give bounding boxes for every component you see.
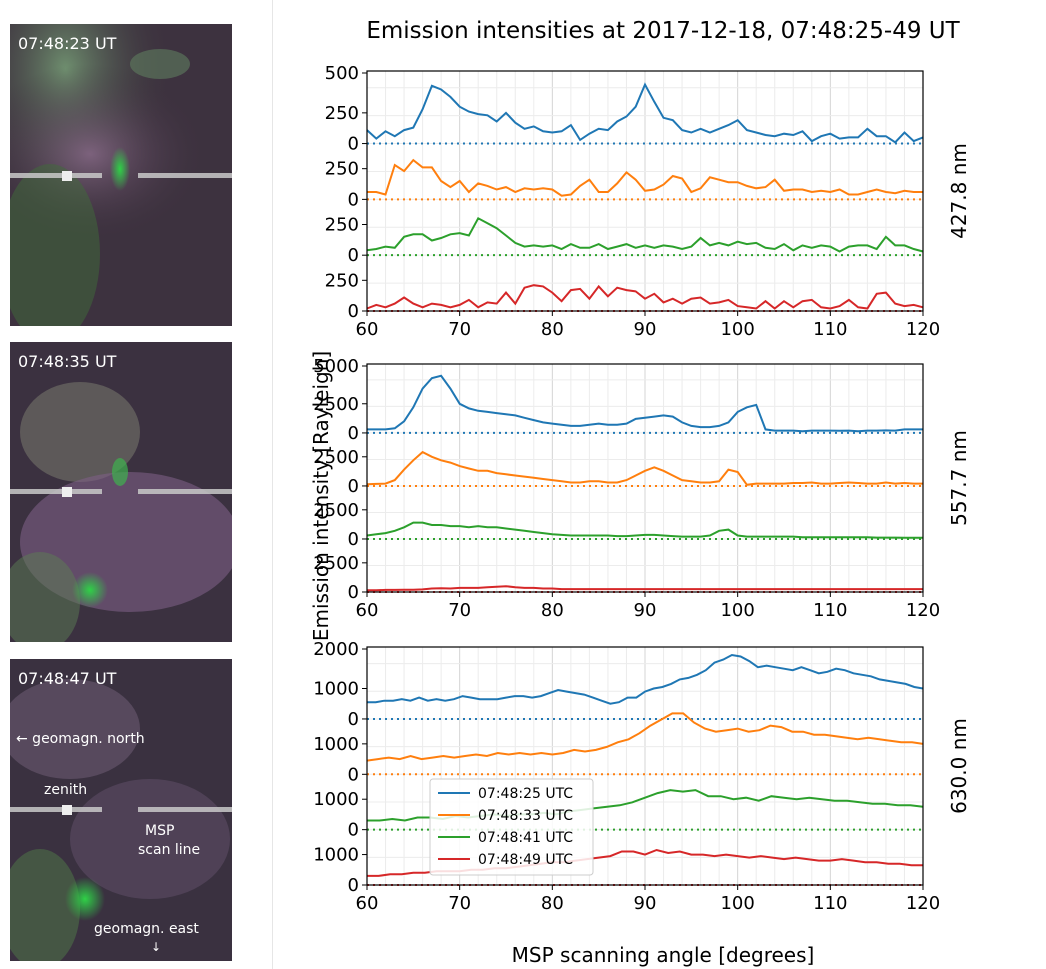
y-tick-label: 0 (348, 875, 359, 896)
x-tick-label: 110 (813, 600, 847, 621)
allsky-photo: 07:48:23 UT (10, 24, 232, 326)
y-tick-label: 0 (348, 476, 359, 497)
photo-timestamp: 07:48:35 UT (18, 352, 117, 371)
y-tick-label: 250 (325, 270, 359, 291)
photo-timestamp: 07:48:47 UT (18, 669, 117, 688)
x-tick-label: 60 (356, 319, 379, 340)
x-tick-label: 70 (448, 319, 471, 340)
y-tick-label: 2500 (313, 447, 359, 468)
series-line (367, 158, 923, 197)
x-tick-label: 80 (541, 600, 564, 621)
y-tick-label: 2000 (313, 639, 359, 660)
zenith-marker (62, 171, 72, 181)
legend-entry: 07:48:33 UTC (478, 808, 573, 824)
x-tick-label: 120 (906, 600, 940, 621)
x-tick-label: 100 (720, 319, 754, 340)
legend-entry: 07:48:49 UTC (478, 852, 573, 868)
y-tick-label: 0 (348, 245, 359, 266)
x-tick-label: 90 (634, 893, 657, 914)
scan-line-right (138, 489, 232, 494)
x-tick-label: 90 (634, 600, 657, 621)
wavelength-label: 557.7 nm (947, 430, 971, 526)
y-tick-label: 0 (348, 301, 359, 322)
legend-box (429, 778, 594, 876)
zenith-marker (62, 805, 72, 815)
scan-line-right (138, 173, 232, 178)
x-tick-label: 60 (356, 893, 379, 914)
y-tick-label: 0 (348, 709, 359, 730)
msp-annotation-line2: scan line (138, 842, 201, 858)
aurora-image (10, 24, 232, 326)
y-tick-label: 0 (348, 189, 359, 210)
panel-3: 0 1000 0 1000 0 1000 0 1000 2000 60 70 80 90 100 110 12… (313, 639, 971, 914)
zenith-annotation: zenith (44, 782, 88, 798)
photo-timestamp: 07:48:23 UT (18, 34, 117, 53)
y-tick-label: 2500 (313, 553, 359, 574)
y-tick-label: 5000 (313, 356, 359, 377)
y-tick-label: 250 (325, 159, 359, 180)
zenith-marker (62, 487, 72, 497)
y-tick-label: 0 (348, 764, 359, 785)
x-tick-label: 120 (906, 319, 940, 340)
x-tick-label: 100 (720, 600, 754, 621)
msp-annotation-line1: MSP (145, 823, 175, 839)
series-line (367, 585, 923, 592)
legend-entry: 07:48:41 UTC (478, 830, 573, 846)
series-line (366, 521, 923, 539)
y-tick-label: 0 (348, 529, 359, 550)
x-tick-label: 70 (448, 600, 471, 621)
x-tick-label: 100 (720, 893, 754, 914)
scan-line-left (10, 489, 102, 494)
y-tick-label: 0 (348, 820, 359, 841)
x-tick-label: 80 (541, 893, 564, 914)
legend: 07:48:25 UTC 07:48:33 UTC 07:48:41 UTC 07:4… (429, 778, 594, 876)
y-tick-label: 0 (348, 423, 359, 444)
chart-title: Emission intensities at 2017-12-18, 07:4… (366, 18, 960, 44)
wavelength-label: 427.8 nm (947, 143, 971, 239)
x-tick-label: 70 (448, 893, 471, 914)
series-line (366, 450, 923, 486)
y-tick-label: 1000 (313, 679, 359, 700)
north-annotation: ← geomagn. north (16, 731, 145, 747)
scan-line-right (138, 807, 232, 812)
legend-entry: 07:48:25 UTC (478, 786, 573, 802)
y-tick-label: 1000 (313, 789, 359, 810)
y-tick-label: 1000 (313, 845, 359, 866)
series-line (366, 284, 924, 310)
east-arrow-icon: ↓ (151, 940, 162, 954)
y-tick-label: 2500 (313, 394, 359, 415)
x-axis-label: MSP scanning angle [degrees] (512, 943, 815, 967)
y-axis-label: Emission intensity [Rayleigh] (309, 351, 333, 641)
scan-line-left (10, 807, 102, 812)
x-tick-label: 120 (906, 893, 940, 914)
series-line (367, 374, 923, 433)
y-tick-label: 2500 (313, 500, 359, 521)
y-tick-label: 0 (348, 582, 359, 603)
x-tick-label: 60 (356, 600, 379, 621)
x-tick-label: 80 (541, 319, 564, 340)
series-line (366, 216, 924, 253)
panel-2: 0 2500 0 2500 0 2500 0 2500 5000 60 70 80 90 100 110 12… (313, 356, 971, 621)
wavelength-label: 630.0 nm (947, 718, 971, 814)
east-annotation: geomagn. east (94, 921, 199, 937)
allsky-photo: 07:48:47 UT ← geomagn. north zenith MSP … (10, 659, 232, 961)
y-tick-label: 1000 (313, 734, 359, 755)
x-tick-label: 110 (813, 893, 847, 914)
divider (272, 0, 273, 969)
y-tick-label: 250 (325, 214, 359, 235)
y-tick-label: 250 (325, 103, 359, 124)
scan-line-left (10, 173, 102, 178)
y-tick-label: 0 (348, 134, 359, 155)
series-line (366, 712, 924, 762)
x-tick-label: 90 (634, 319, 657, 340)
allsky-photo: 07:48:35 UT (10, 342, 232, 642)
series-line (366, 82, 924, 144)
x-tick-label: 110 (813, 319, 847, 340)
y-tick-label: 500 (325, 63, 359, 84)
series-line (367, 653, 924, 705)
panel-1: 0 250 0 250 0 250 0 250 500 60 70 80 90 100 110 120 427.… (325, 63, 971, 340)
